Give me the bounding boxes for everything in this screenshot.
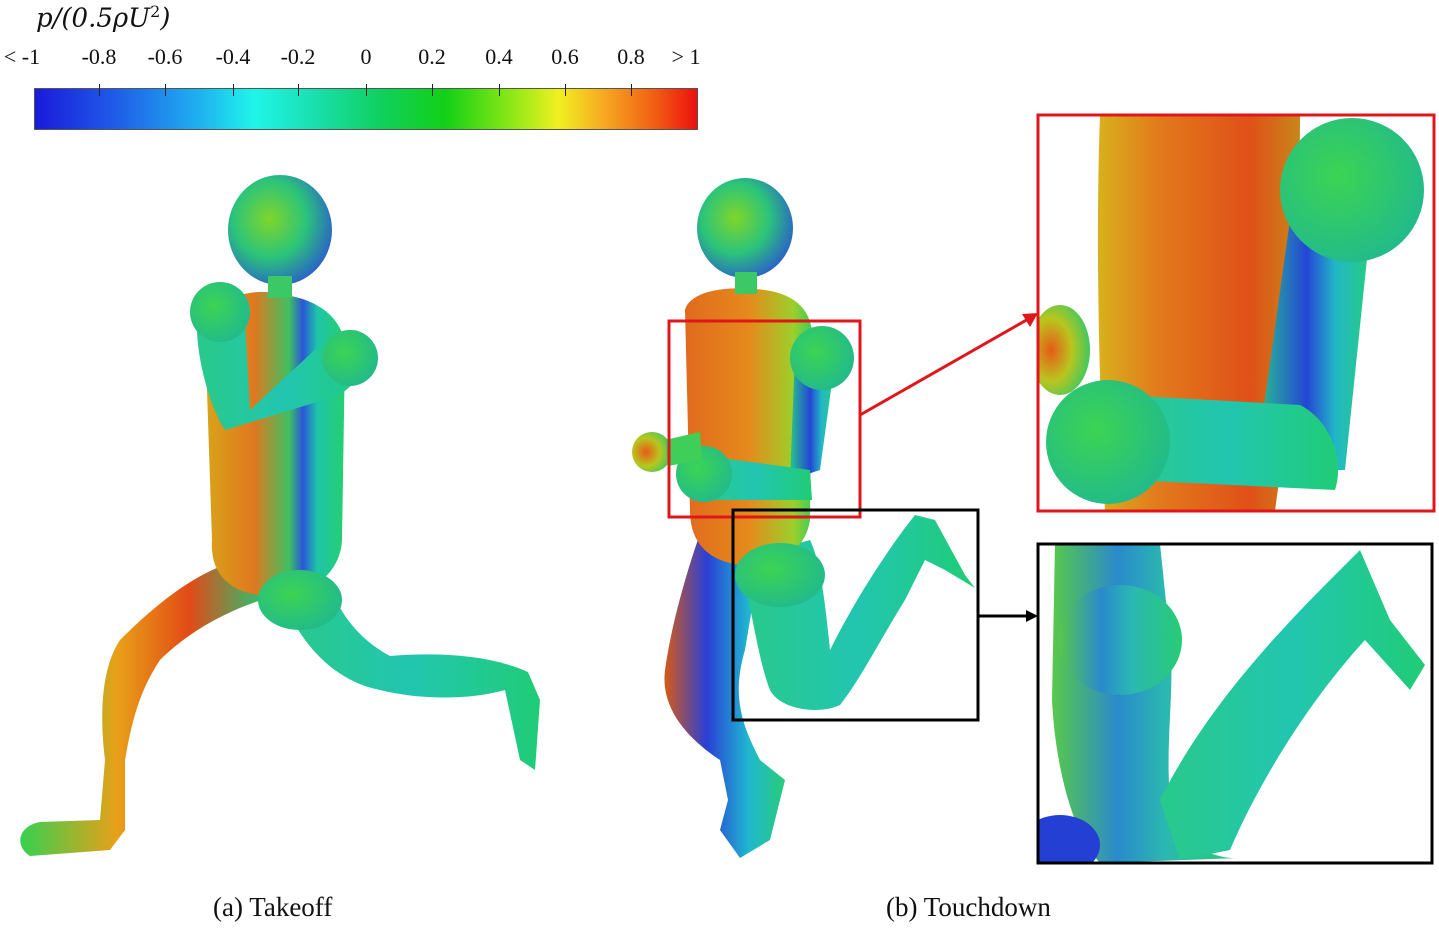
touchdown-rear-forearm <box>665 432 702 466</box>
colorbar-tick: -0.6 <box>147 44 183 69</box>
zoom-inset-leg <box>1038 544 1432 863</box>
colorbar-tick-mark <box>298 84 299 96</box>
touchdown-neck <box>735 272 757 294</box>
colorbar-tick-mark <box>499 84 500 96</box>
touchdown-figure <box>632 178 1038 858</box>
touchdown-rear-fist <box>632 432 672 472</box>
caption-touchdown-text: Touchdown <box>923 892 1051 922</box>
takeoff-fist <box>190 282 250 342</box>
takeoff-front-leg <box>282 585 540 770</box>
takeoff-rear-leg <box>20 560 262 856</box>
touchdown-head <box>697 178 793 278</box>
touchdown-back-leg <box>664 520 785 858</box>
colorbar-title-close: ) <box>160 3 171 34</box>
red-zoom-arrow <box>859 316 1031 417</box>
caption-takeoff: (a) Takeoff <box>213 892 332 923</box>
red-zoom-inset-frame <box>1036 113 1436 513</box>
colorbar-tick-mark <box>233 84 234 96</box>
colorbar-tick: -0.8 <box>81 44 117 69</box>
colorbar-tick: < -1 <box>3 44 41 69</box>
colorbar-tick: -0.4 <box>215 44 251 69</box>
caption-takeoff-text: Takeoff <box>249 892 333 922</box>
takeoff-elbow <box>322 330 378 386</box>
takeoff-head <box>228 175 332 285</box>
colorbar-tick: 0.2 <box>418 44 446 69</box>
black-zoom-inset-frame <box>1036 542 1434 865</box>
colorbar-tick: > 1 <box>671 44 701 69</box>
caption-takeoff-label: (a) <box>213 892 243 922</box>
zoom-inset-arm <box>1038 115 1434 511</box>
colorbar-title-text: p/(0.5ρU <box>36 3 151 34</box>
colorbar-tick-mark <box>432 84 433 96</box>
caption-touchdown-label: (b) <box>886 892 918 922</box>
red-zoom-region <box>667 319 862 519</box>
colorbar-tick-mark <box>165 84 166 96</box>
red-arrow-head <box>1022 313 1038 327</box>
black-arrow-head <box>1026 610 1038 622</box>
colorbar-tick: 0 <box>360 44 372 69</box>
colorbar-title: p/(0.5ρU2) <box>36 2 170 34</box>
colorbar-tick-mark <box>565 84 566 96</box>
colorbar-tick: 0.6 <box>551 44 579 69</box>
colorbar-tick-mark <box>631 84 632 96</box>
colorbar-title-sup: 2 <box>150 2 161 21</box>
colorbar-tick: 0.8 <box>617 44 645 69</box>
colorbar-tick: 0.4 <box>485 44 513 69</box>
caption-touchdown: (b) Touchdown <box>886 892 1051 923</box>
takeoff-neck <box>268 276 292 298</box>
colorbar-tick-mark <box>366 84 367 96</box>
touchdown-hip <box>735 543 825 607</box>
colorbar-tick-mark <box>99 84 100 96</box>
colorbar-tick: -0.2 <box>280 44 316 69</box>
touchdown-shoulder <box>790 326 854 390</box>
takeoff-hip <box>258 570 342 630</box>
takeoff-figure <box>20 175 540 856</box>
